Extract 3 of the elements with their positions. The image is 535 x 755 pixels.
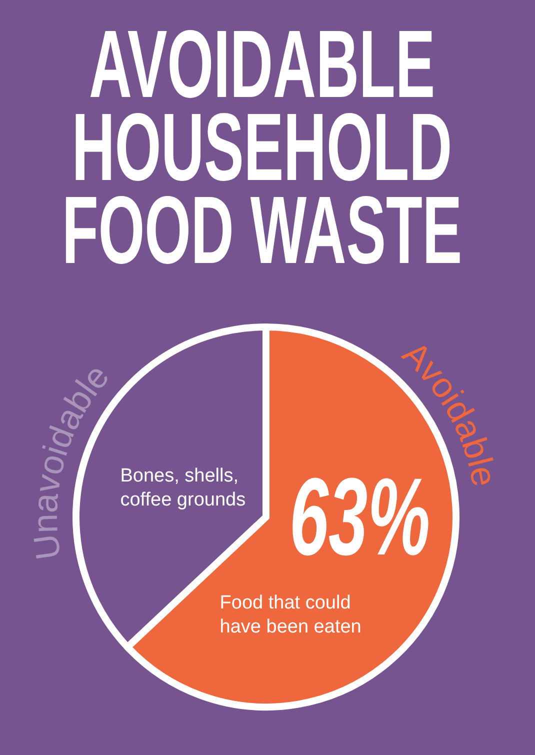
chart-title: AVOIDABLE HOUSEHOLD FOOD WASTE: [62, 10, 462, 284]
text: Food that could have been eaten: [220, 592, 362, 638]
text: Bones, shells, coffee grounds: [120, 465, 246, 510]
